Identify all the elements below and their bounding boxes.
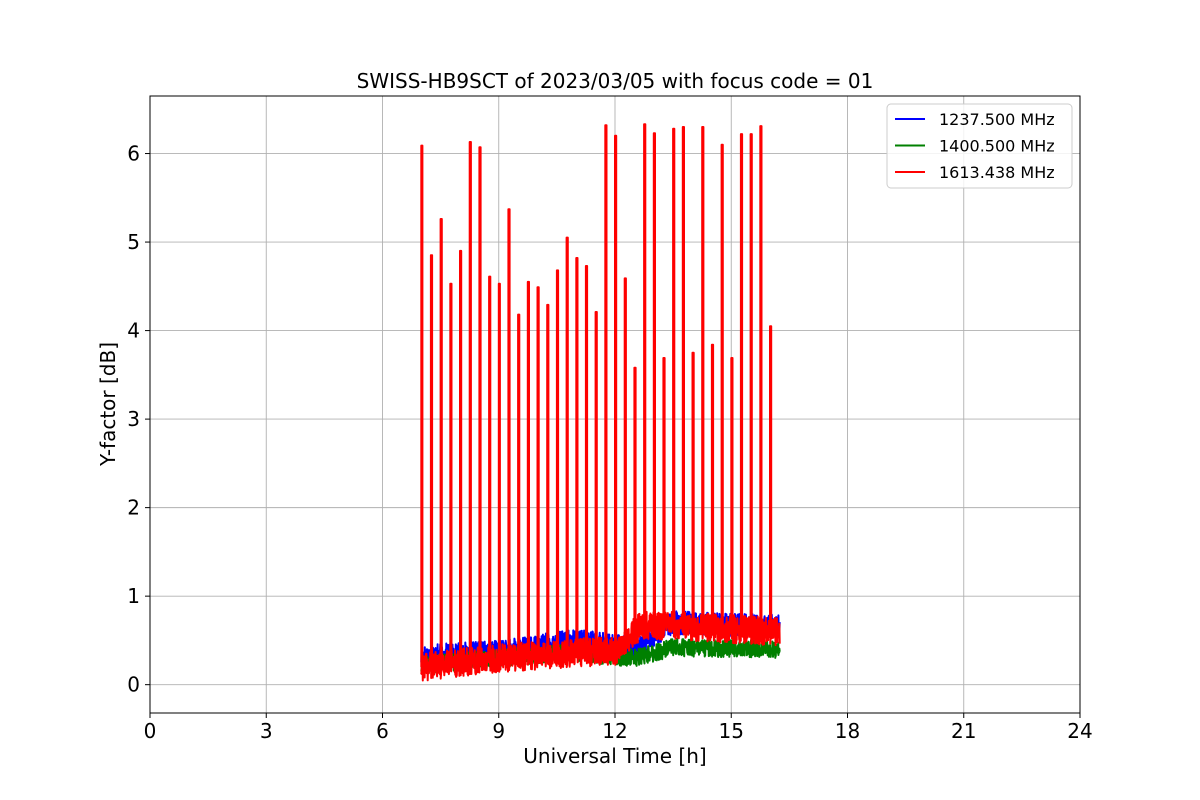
legend-item: 1613.438 MHz xyxy=(895,163,1055,182)
y-axis-label: Y-factor [dB] xyxy=(96,342,120,467)
x-tick-label: 21 xyxy=(951,719,976,743)
y-tick-label: 5 xyxy=(127,230,140,254)
y-tick-label: 6 xyxy=(127,142,140,166)
x-tick-label: 24 xyxy=(1067,719,1092,743)
y-tick-label: 3 xyxy=(127,407,140,431)
x-tick-label: 9 xyxy=(492,719,505,743)
series-line xyxy=(420,123,781,682)
x-tick-label: 6 xyxy=(376,719,389,743)
legend-box xyxy=(886,103,1073,189)
series-layer xyxy=(420,123,781,682)
x-tick-label: 12 xyxy=(602,719,627,743)
x-tick-label: 15 xyxy=(719,719,744,743)
chart-title: SWISS-HB9SCT of 2023/03/05 with focus co… xyxy=(357,69,874,93)
legend-label: 1613.438 MHz xyxy=(939,163,1055,182)
y-tick-label: 2 xyxy=(127,496,140,520)
x-tick-label: 0 xyxy=(144,719,157,743)
legend-label: 1400.500 MHz xyxy=(939,137,1055,156)
legend-item: 1400.500 MHz xyxy=(895,137,1055,156)
x-axis-label: Universal Time [h] xyxy=(523,744,706,768)
legend-item: 1237.500 MHz xyxy=(895,110,1055,129)
x-tick-label: 18 xyxy=(835,719,860,743)
legend: 1237.500 MHz 1400.500 MHz 1613.438 MHz xyxy=(886,103,1073,189)
x-tick-label: 3 xyxy=(260,719,273,743)
y-tick-label: 4 xyxy=(127,319,140,343)
legend-label: 1237.500 MHz xyxy=(939,110,1055,129)
y-tick-label: 1 xyxy=(127,584,140,608)
series-1613-438-mhz xyxy=(420,123,781,682)
y-tick-label: 0 xyxy=(127,673,140,697)
